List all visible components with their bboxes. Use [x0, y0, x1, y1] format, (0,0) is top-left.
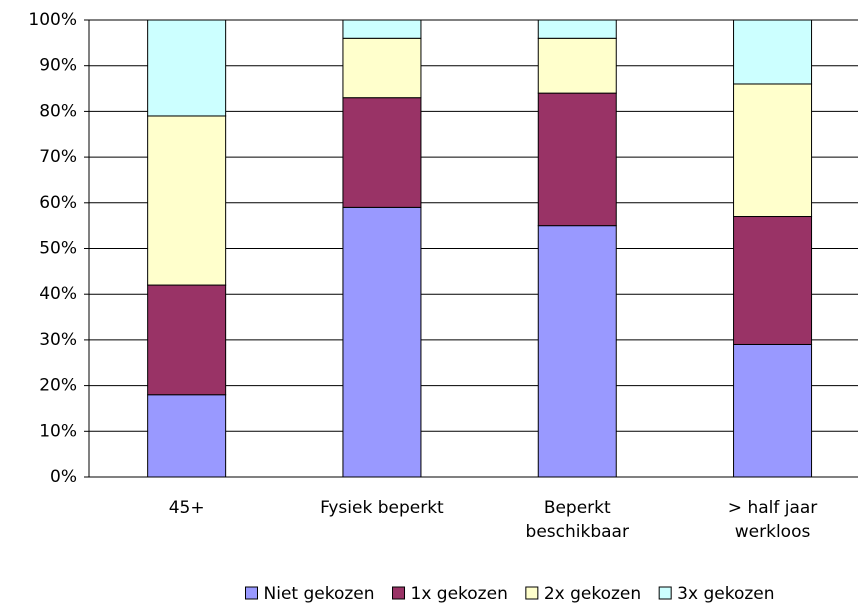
bar-segment [342, 206, 422, 478]
legend-swatch [658, 586, 672, 600]
legend-swatch [525, 586, 539, 600]
y-tick-label: 30% [39, 330, 77, 350]
bar-segment [147, 394, 227, 478]
legend-swatch [245, 586, 258, 600]
bar-segment [537, 37, 617, 94]
bar-segment [342, 97, 422, 208]
y-tick-label: 20% [39, 376, 77, 396]
bar-segment [733, 343, 813, 478]
bar-segment [147, 284, 227, 396]
legend-label: Niet gekozen [264, 584, 375, 603]
y-tick-label: 10% [39, 421, 77, 441]
legend-label: 2x gekozen [544, 584, 641, 603]
legend-label: 1x gekozen [411, 584, 508, 603]
legend-swatch [392, 586, 406, 600]
bar-segment [733, 19, 813, 85]
y-tick-label: 0% [50, 467, 77, 487]
x-tick-label: 45+ [168, 498, 205, 518]
y-tick-label: 50% [39, 239, 77, 259]
y-tick-label: 70% [39, 147, 77, 167]
bar-segment [342, 37, 422, 99]
legend-label: 3x gekozen [677, 584, 774, 603]
bar-segment [342, 19, 422, 39]
bar-segment [733, 83, 813, 218]
bar-segment [537, 19, 617, 39]
bar-segment [147, 19, 227, 117]
bar-segment [537, 92, 617, 227]
y-tick-label: 80% [39, 101, 77, 121]
bar-segment [733, 216, 813, 345]
x-tick-label: Beperkt beschikbaar [525, 498, 629, 542]
bar-segment [147, 115, 227, 286]
bar-segment [537, 225, 617, 478]
y-tick-label: 40% [39, 284, 77, 304]
x-tick-label: > half jaar werkloos [727, 498, 818, 542]
x-tick-label: Fysiek beperkt [320, 498, 444, 518]
y-tick-label: 100% [28, 10, 77, 30]
y-tick-label: 90% [39, 56, 77, 76]
y-tick-label: 60% [39, 193, 77, 213]
